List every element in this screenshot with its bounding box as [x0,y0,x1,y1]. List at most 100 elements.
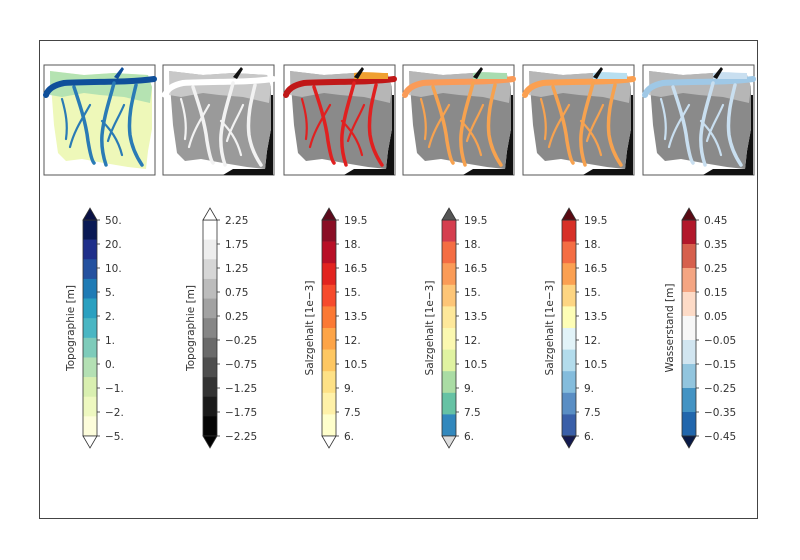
colorbar-segment [682,268,696,293]
colorbar-segment [83,377,97,398]
colorbar-segment [83,278,97,299]
colorbar-tick-label: −0.35 [704,407,736,419]
map-accent [473,72,507,79]
map-dark-area [344,95,394,175]
colorbar-segment [322,414,336,437]
colorbar-tick-label: 0.75 [225,287,248,299]
colorbar-segment [442,220,456,242]
colorbar-segment [682,220,696,245]
map-channel [699,119,723,157]
colorbar-bottom-cap [202,435,218,449]
map-channel [346,103,366,143]
map-channel [522,76,636,98]
map-river-mouth [473,67,483,79]
colorbar-tick-label: 10.5 [464,359,487,371]
map-channel [100,81,116,167]
colorbar-segment [562,328,576,350]
colorbar-tick-label: 18. [584,239,601,251]
colorbar-bottom-cap [441,435,457,449]
colorbar-water-level: 0.45 0.35 0.25 0.15 0.05 −0.05 −0.15 −0.25 −0.35… [664,207,736,449]
colorbar-tick-label: 12. [464,335,481,347]
colorbar-tick-label: −2. [105,407,124,419]
map-channel [705,103,725,143]
colorbar-top-cap [82,207,98,221]
colorbar-salinity-diverging: 19.5 18. 16.5 15. 13.5 12. 10.5 9. 7.5 6. Salzgeha… [544,207,607,449]
colorbar-segment [322,328,336,350]
colorbar-segment [442,349,456,372]
colorbar-segment [203,377,217,398]
map-accent [713,72,747,79]
colorbar-topo-color: 50. 20. 10. 5. 2. 1. 0. −1. −2. −5. Topographie [m… [65,207,124,449]
colorbar-tick-label: 2.25 [225,215,248,227]
colorbar-tick-label: 10.5 [344,359,367,371]
colorbar-bottom-cap [82,435,98,449]
colorbar-segment [322,349,336,372]
colorbar-tick-label: 12. [584,335,601,347]
colorbar-salinity-spectral: 19.5 18. 16.5 15. 13.5 12. 10.5 9. 7.5 6. Salzgeha… [424,207,487,449]
colorbar-segment [562,349,576,372]
colorbar-segment [562,306,576,329]
colorbar-tick-label: −0.05 [704,335,736,347]
colorbar-tick-label: 13.5 [344,311,367,323]
colorbar-tick-label: 10.5 [584,359,607,371]
colorbar-tick-label: 19.5 [464,215,487,227]
map-channel [340,81,356,167]
colorbar-tick-label: −5. [105,431,124,443]
map-channel [100,119,124,157]
colorbar-segment [322,220,336,242]
map-channel [585,103,605,143]
map-channel [459,119,483,157]
map-channel [283,76,397,98]
colorbar-segment [562,241,576,264]
colorbar-title: Salzgehalt [1e−3] [424,281,436,376]
colorbar-tick-label: 20. [105,239,122,251]
colorbar-segment [83,337,97,358]
map-channel [427,103,451,149]
colorbar-tick-label: 0.25 [704,263,727,275]
map-channel [367,83,384,167]
map-image [522,67,636,175]
colorbar-top-cap [321,207,337,221]
map-channel [191,85,215,165]
colorbar-tick-label: 18. [464,239,481,251]
colorbar-segment [442,263,456,286]
colorbar-tick-label: 1.25 [225,263,248,275]
colorbar-tick-label: 7.5 [344,407,361,419]
colorbar-segment [83,357,97,378]
colorbar-segment [322,284,336,307]
colorbar-tick-label: 9. [464,383,474,395]
colorbar-topo-gray: 2.25 1.75 1.25 0.75 0.25 −0.25 −0.75 −1.25 −1.75… [185,207,257,449]
colorbar-bottom-cap [681,435,697,449]
map-river-mouth [593,67,603,79]
colorbar-tick-label: −1.25 [225,383,257,395]
colorbar-title: Topographie [m] [65,285,77,372]
map-channel [579,119,603,157]
colorbar-tick-label: 6. [344,431,354,443]
map-channel [300,97,308,141]
colorbar-tick-label: −0.75 [225,359,257,371]
map-river-mouth [354,67,364,79]
map-image [642,67,756,175]
colorbar-segment [203,220,217,240]
colorbar-tick-label: 0.25 [225,311,248,323]
colorbar-segment [562,392,576,415]
colorbar-tick-label: 16.5 [584,263,607,275]
colorbar-segment [322,263,336,286]
colorbar-top-cap [441,207,457,221]
colorbar-tick-label: 13.5 [464,311,487,323]
colorbar-segment [442,284,456,307]
colorbar-segment [682,244,696,269]
colorbar-tick-label: 9. [584,383,594,395]
colorbar-top-cap [561,207,577,221]
map-image [283,67,397,175]
map-channel [187,103,211,149]
colorbar-tick-label: 0.15 [704,287,727,299]
map-channel [547,103,571,149]
colorbar-segment [83,259,97,280]
colorbar-tick-label: 10. [105,263,122,275]
colorbar-tick-label: 0.05 [704,311,727,323]
colorbar-tick-label: 1.75 [225,239,248,251]
colorbar-tick-label: 6. [464,431,474,443]
colorbar-tick-label: 15. [464,287,481,299]
colorbar-tick-label: 9. [344,383,354,395]
